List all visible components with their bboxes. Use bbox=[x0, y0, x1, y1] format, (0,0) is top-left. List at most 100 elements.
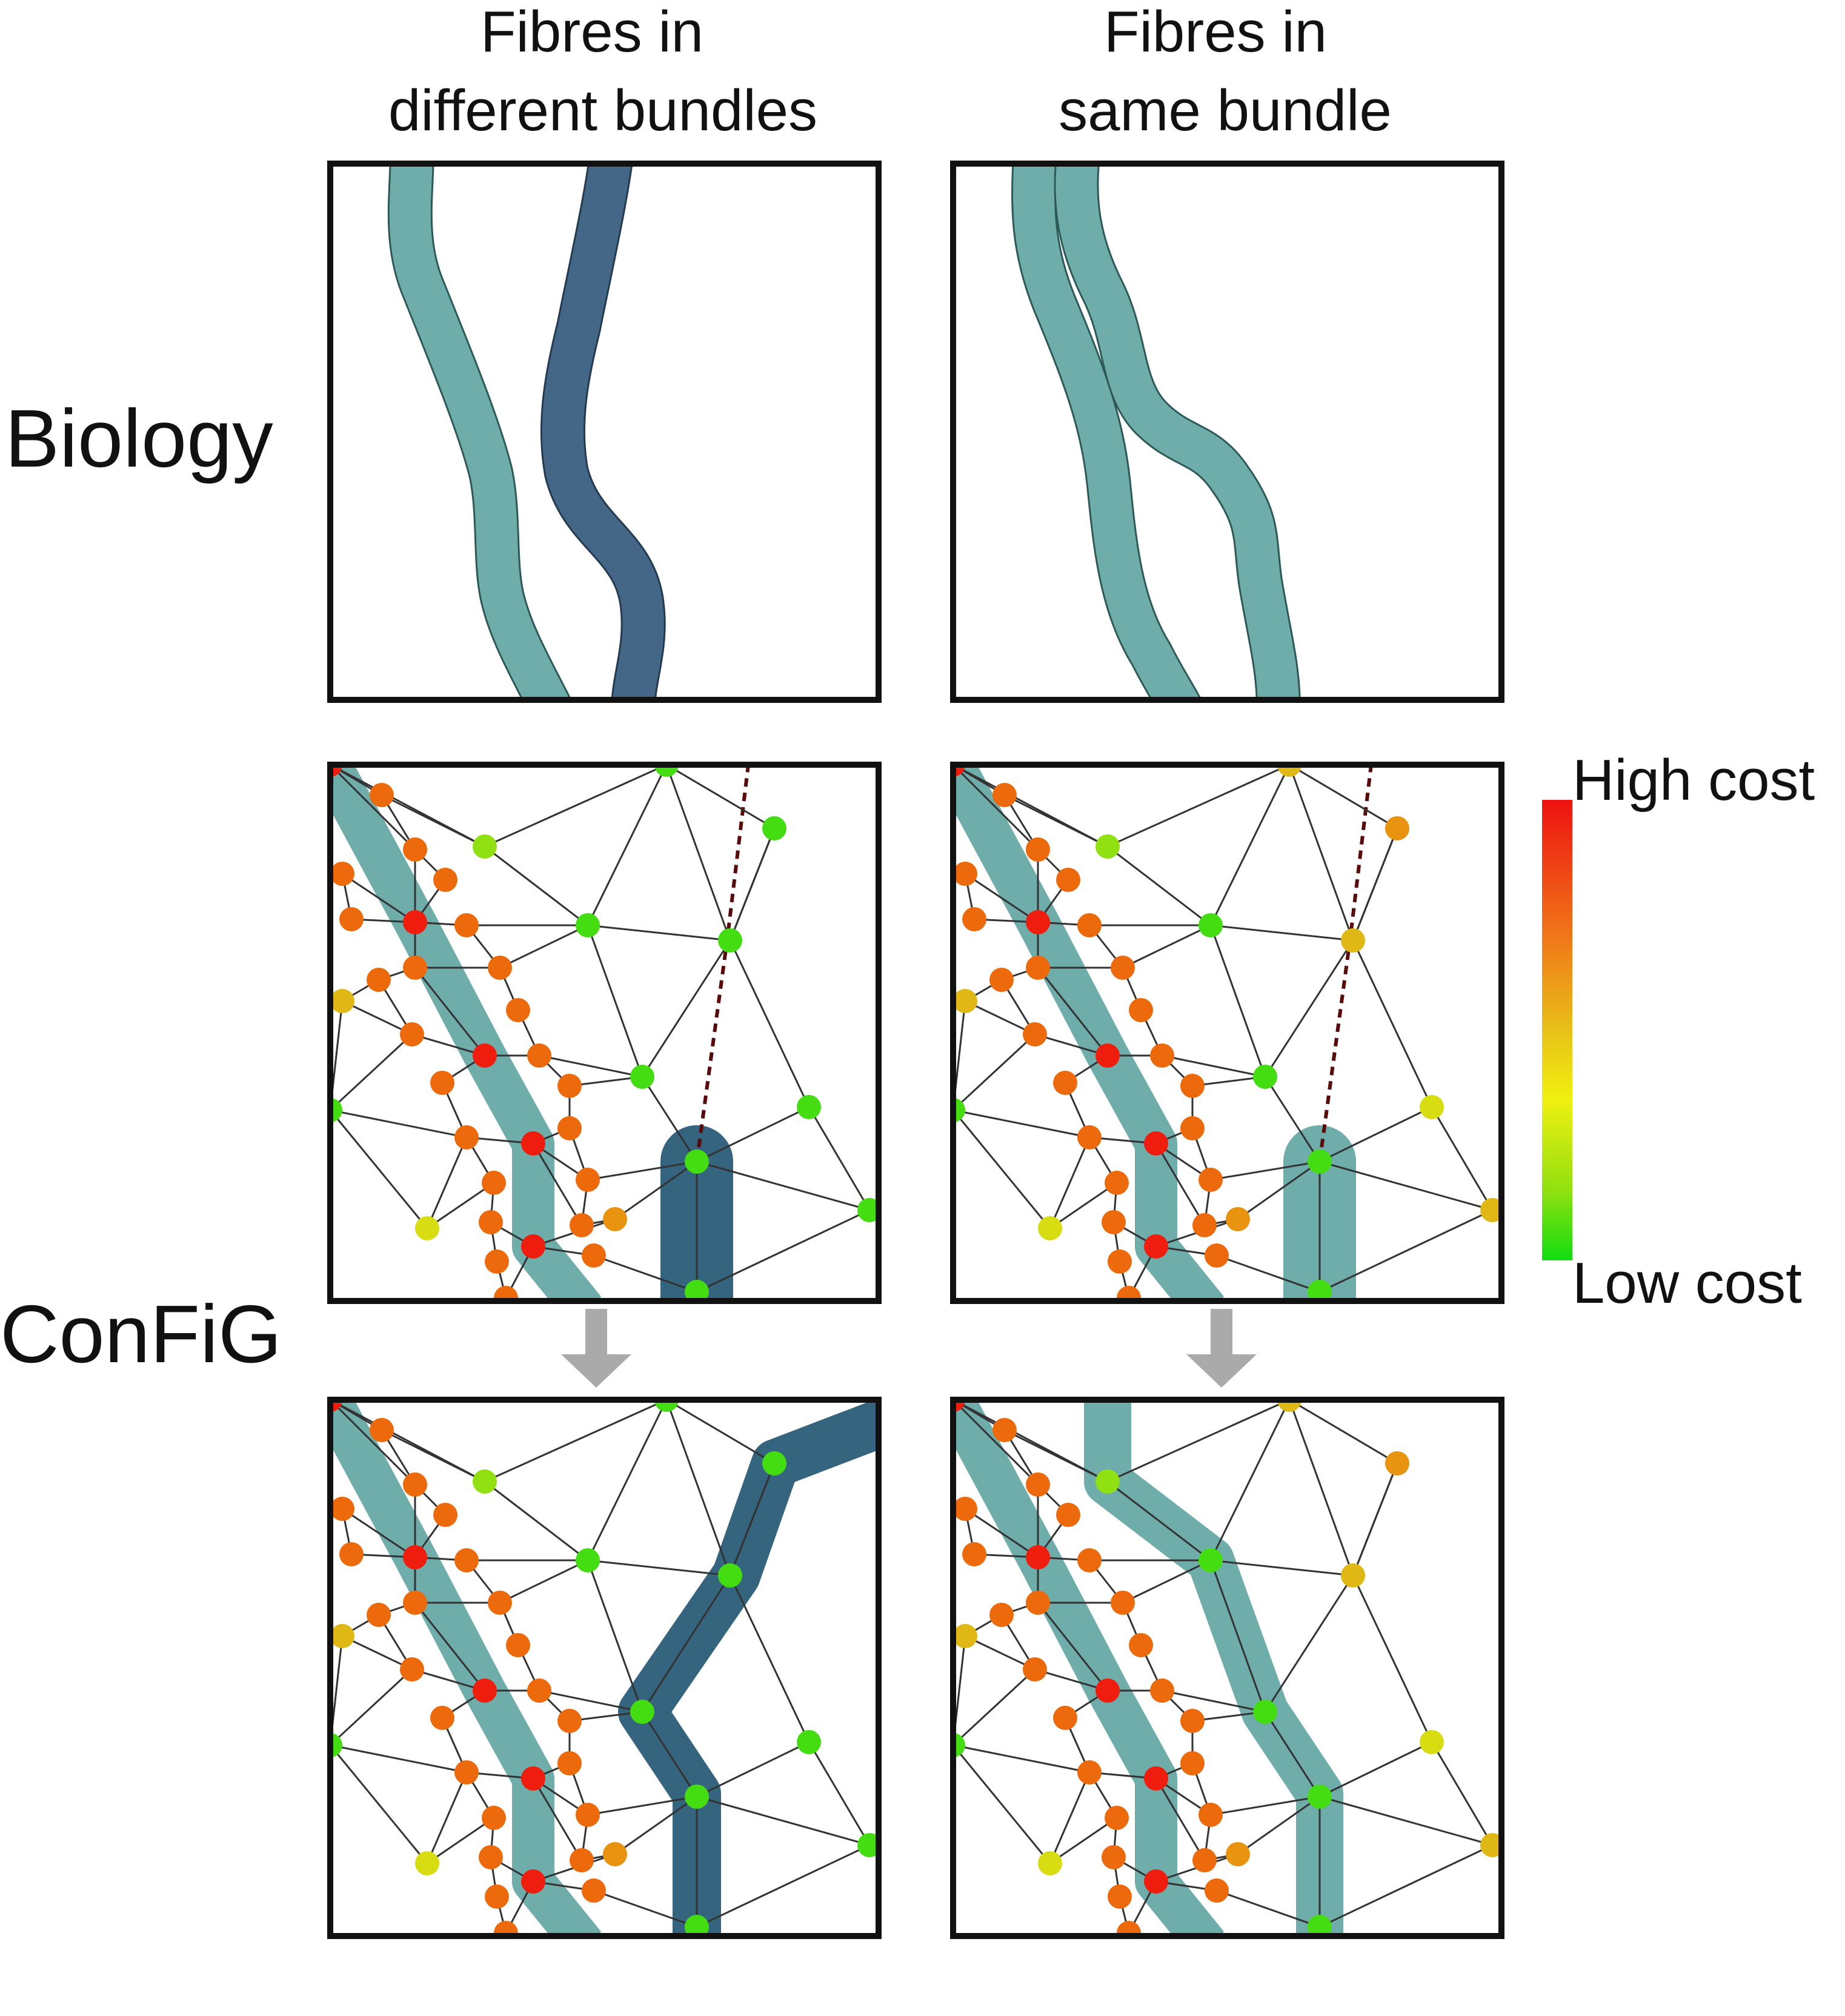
graph-node bbox=[685, 1149, 709, 1174]
graph-node bbox=[953, 1624, 977, 1648]
graph-node bbox=[1385, 816, 1409, 840]
graph-node bbox=[1253, 1700, 1277, 1724]
graph-node bbox=[433, 868, 457, 892]
graph-edge bbox=[641, 1711, 698, 1797]
graph-edge bbox=[1289, 1400, 1398, 1465]
graph-edge bbox=[1264, 940, 1354, 1077]
graph-node bbox=[582, 1878, 606, 1903]
graph-edge bbox=[484, 845, 588, 926]
graph-edge bbox=[614, 1795, 697, 1855]
arrow-down-left bbox=[561, 1309, 631, 1388]
graph-node bbox=[1198, 1803, 1223, 1827]
graph-edge bbox=[1210, 1559, 1354, 1577]
graph-edge bbox=[587, 924, 731, 942]
graph-edge bbox=[342, 1000, 413, 1036]
graph-node bbox=[1053, 1706, 1077, 1730]
graph-node bbox=[494, 1921, 518, 1936]
graph-edge bbox=[587, 1559, 731, 1577]
graph-edge bbox=[593, 1889, 697, 1928]
graph-node bbox=[339, 1542, 364, 1566]
graph-node bbox=[403, 1472, 427, 1497]
graph-node bbox=[1095, 834, 1120, 859]
graph-edge bbox=[414, 967, 486, 1056]
graph-node bbox=[570, 1213, 594, 1237]
graph-node bbox=[603, 1842, 627, 1866]
graph-node bbox=[953, 1497, 977, 1521]
graph-node bbox=[1108, 1249, 1132, 1274]
graph-node bbox=[415, 1851, 439, 1875]
graph-node bbox=[1253, 1065, 1277, 1089]
graph-node bbox=[1056, 1503, 1080, 1527]
graph-edge bbox=[696, 1741, 809, 1798]
graph-edge bbox=[330, 1033, 413, 1111]
graph-edge bbox=[499, 924, 588, 969]
graph-edge bbox=[953, 1745, 1051, 1864]
graph-node bbox=[570, 1848, 594, 1872]
graph-edge bbox=[411, 1033, 485, 1057]
graph-node bbox=[576, 1168, 600, 1192]
graph-node bbox=[454, 1760, 479, 1785]
graph-edge bbox=[381, 794, 485, 848]
graph-node bbox=[521, 1766, 545, 1791]
graph-node bbox=[1144, 1131, 1168, 1156]
graph-node bbox=[482, 1806, 506, 1830]
graph-node bbox=[1308, 1149, 1332, 1174]
graph-edge bbox=[1209, 1400, 1291, 1561]
graph-node bbox=[1192, 1213, 1217, 1237]
graph-edge bbox=[1192, 1711, 1266, 1722]
panel-frame bbox=[950, 1397, 1504, 1939]
col-left-header-line2: different bundles bbox=[388, 78, 817, 143]
graph-node bbox=[330, 862, 354, 886]
graph-node bbox=[857, 1833, 879, 1857]
graph-node bbox=[1026, 837, 1050, 862]
graph-edge bbox=[1319, 1160, 1493, 1211]
graph-node bbox=[339, 907, 364, 931]
col-right-header-line2: same bundle bbox=[1059, 78, 1392, 143]
graph-edge bbox=[381, 1429, 485, 1483]
graph-node bbox=[485, 1249, 509, 1274]
graph-edge bbox=[1288, 1400, 1354, 1576]
row-label-biology: Biology bbox=[5, 393, 273, 484]
graph-edge bbox=[587, 1400, 668, 1561]
graph-edge bbox=[1210, 924, 1354, 942]
graph-node bbox=[630, 1700, 654, 1724]
graph-edge bbox=[1155, 1778, 1206, 1861]
graph-node bbox=[473, 1678, 497, 1703]
graph-node bbox=[1038, 1216, 1062, 1240]
graph-edge bbox=[411, 1668, 485, 1692]
graph-node bbox=[762, 1451, 786, 1475]
graph-edge bbox=[953, 1744, 1090, 1774]
graph-edge bbox=[1288, 765, 1354, 941]
graph-node bbox=[482, 1171, 506, 1195]
graph-node bbox=[582, 1243, 606, 1268]
graph-edge bbox=[1037, 1602, 1109, 1691]
graph-node bbox=[1108, 1885, 1132, 1909]
graph-node bbox=[403, 837, 427, 862]
graph-node bbox=[1105, 1806, 1129, 1830]
graph-node bbox=[1077, 913, 1102, 937]
graph-edge bbox=[330, 1668, 413, 1746]
graph-node bbox=[1105, 1171, 1129, 1195]
config-panel-after-different bbox=[327, 1397, 882, 1939]
graph-node bbox=[370, 783, 394, 807]
graph-edge bbox=[1237, 1160, 1320, 1220]
graph-node bbox=[479, 1845, 503, 1869]
graph-edge bbox=[1352, 940, 1433, 1108]
graph-node bbox=[430, 1706, 454, 1730]
graph-node bbox=[576, 913, 600, 937]
graph-node bbox=[557, 1116, 582, 1140]
graph-node bbox=[989, 968, 1014, 992]
graph-node bbox=[454, 1548, 479, 1572]
graph-node bbox=[473, 1043, 497, 1068]
graph-edge bbox=[696, 1209, 870, 1293]
graph-edge bbox=[665, 765, 731, 941]
row-label-config: ConFiG bbox=[0, 1288, 282, 1380]
graph-node bbox=[718, 928, 742, 953]
graph-edge bbox=[1004, 1429, 1108, 1483]
graph-edge bbox=[1034, 1033, 1108, 1057]
graph-node bbox=[1180, 1116, 1205, 1140]
graph-edge bbox=[587, 765, 668, 926]
graph-node bbox=[1308, 1785, 1332, 1809]
graph-node bbox=[1077, 1760, 1102, 1785]
graph-edge bbox=[539, 1689, 643, 1713]
